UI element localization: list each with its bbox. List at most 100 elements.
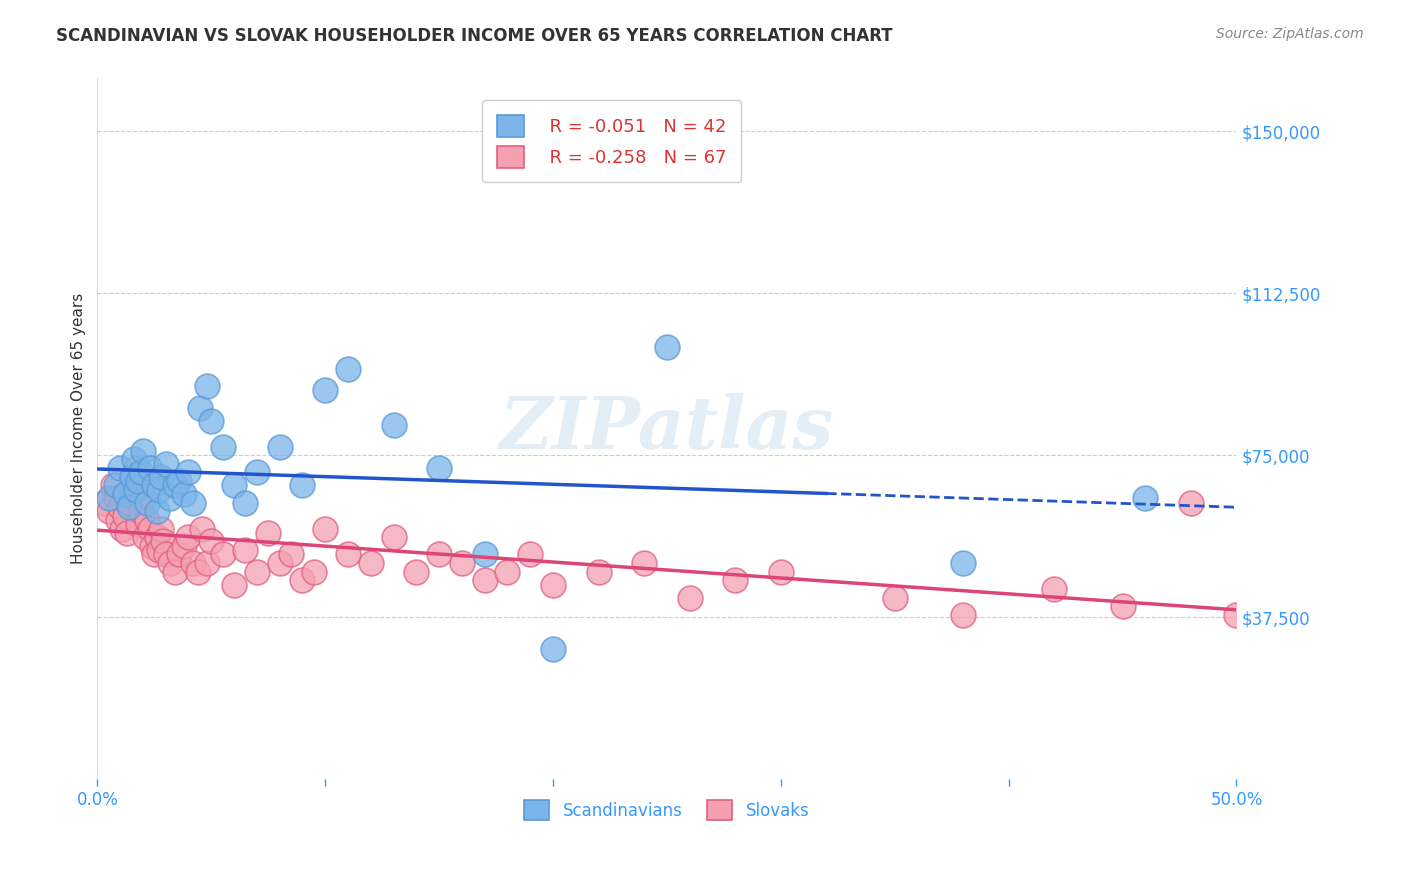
Point bbox=[187, 565, 209, 579]
Point bbox=[150, 469, 173, 483]
Point bbox=[883, 591, 905, 605]
Point bbox=[405, 565, 427, 579]
Point bbox=[132, 491, 155, 506]
Point bbox=[155, 548, 177, 562]
Point bbox=[302, 565, 325, 579]
Point bbox=[360, 556, 382, 570]
Point bbox=[152, 534, 174, 549]
Point bbox=[291, 574, 314, 588]
Point bbox=[108, 500, 131, 514]
Point bbox=[139, 461, 162, 475]
Point bbox=[336, 361, 359, 376]
Point bbox=[148, 483, 170, 497]
Point bbox=[129, 466, 152, 480]
Point bbox=[655, 340, 678, 354]
Point bbox=[724, 574, 747, 588]
Point bbox=[952, 556, 974, 570]
Point bbox=[114, 508, 136, 523]
Point bbox=[195, 556, 218, 570]
Point bbox=[159, 491, 181, 506]
Point bbox=[450, 556, 472, 570]
Point bbox=[1111, 599, 1133, 614]
Point bbox=[145, 530, 167, 544]
Point bbox=[93, 496, 115, 510]
Point bbox=[159, 556, 181, 570]
Point bbox=[114, 487, 136, 501]
Point bbox=[125, 483, 148, 497]
Text: Source: ZipAtlas.com: Source: ZipAtlas.com bbox=[1216, 27, 1364, 41]
Point bbox=[195, 379, 218, 393]
Point bbox=[125, 461, 148, 475]
Point bbox=[104, 491, 127, 506]
Point bbox=[118, 496, 141, 510]
Point bbox=[134, 530, 156, 544]
Point bbox=[427, 461, 450, 475]
Point bbox=[1180, 496, 1202, 510]
Point bbox=[235, 496, 257, 510]
Point bbox=[474, 574, 496, 588]
Point bbox=[211, 440, 233, 454]
Point bbox=[181, 556, 204, 570]
Legend: Scandinavians, Slovaks: Scandinavians, Slovaks bbox=[510, 787, 823, 834]
Point bbox=[257, 525, 280, 540]
Text: ZIPatlas: ZIPatlas bbox=[501, 392, 834, 464]
Point bbox=[191, 522, 214, 536]
Point bbox=[143, 548, 166, 562]
Point bbox=[150, 522, 173, 536]
Point bbox=[118, 500, 141, 514]
Point bbox=[173, 539, 195, 553]
Point bbox=[188, 401, 211, 415]
Point bbox=[541, 577, 564, 591]
Point bbox=[177, 466, 200, 480]
Point bbox=[139, 522, 162, 536]
Point bbox=[155, 457, 177, 471]
Point bbox=[200, 414, 222, 428]
Point bbox=[1135, 491, 1157, 506]
Point bbox=[148, 543, 170, 558]
Point bbox=[173, 487, 195, 501]
Point bbox=[121, 469, 143, 483]
Point bbox=[541, 642, 564, 657]
Point bbox=[246, 466, 269, 480]
Point bbox=[200, 534, 222, 549]
Point bbox=[107, 513, 129, 527]
Point bbox=[141, 539, 163, 553]
Point bbox=[127, 474, 149, 488]
Point bbox=[143, 478, 166, 492]
Point bbox=[679, 591, 702, 605]
Point bbox=[280, 548, 302, 562]
Point bbox=[496, 565, 519, 579]
Point bbox=[97, 491, 120, 506]
Point bbox=[121, 469, 143, 483]
Point bbox=[115, 525, 138, 540]
Point bbox=[382, 530, 405, 544]
Point bbox=[769, 565, 792, 579]
Point bbox=[169, 474, 191, 488]
Point bbox=[122, 483, 145, 497]
Point bbox=[132, 443, 155, 458]
Point bbox=[222, 577, 245, 591]
Point bbox=[269, 556, 291, 570]
Point bbox=[103, 478, 125, 492]
Point bbox=[269, 440, 291, 454]
Point bbox=[222, 478, 245, 492]
Point bbox=[427, 548, 450, 562]
Point bbox=[519, 548, 541, 562]
Point bbox=[474, 548, 496, 562]
Point bbox=[108, 461, 131, 475]
Point bbox=[291, 478, 314, 492]
Point bbox=[145, 504, 167, 518]
Point bbox=[169, 548, 191, 562]
Point bbox=[952, 607, 974, 622]
Point bbox=[127, 517, 149, 532]
Point bbox=[136, 513, 159, 527]
Text: SCANDINAVIAN VS SLOVAK HOUSEHOLDER INCOME OVER 65 YEARS CORRELATION CHART: SCANDINAVIAN VS SLOVAK HOUSEHOLDER INCOM… bbox=[56, 27, 893, 45]
Point bbox=[211, 548, 233, 562]
Point bbox=[314, 522, 336, 536]
Point bbox=[633, 556, 655, 570]
Point bbox=[1225, 607, 1247, 622]
Y-axis label: Householder Income Over 65 years: Householder Income Over 65 years bbox=[72, 293, 86, 564]
Point bbox=[336, 548, 359, 562]
Point bbox=[163, 478, 186, 492]
Point bbox=[181, 496, 204, 510]
